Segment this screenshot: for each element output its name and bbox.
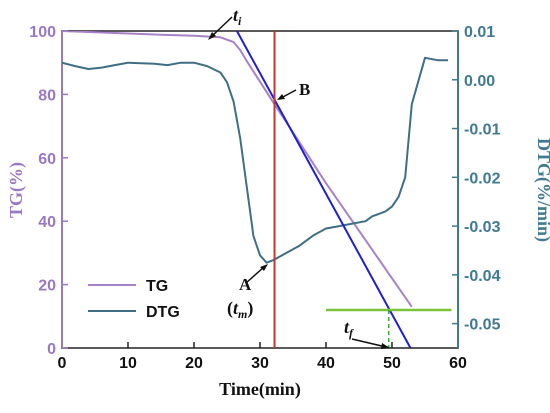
left-tick-label: 20 (38, 278, 56, 295)
b-arrow-head (277, 94, 285, 100)
tf-sub: f (349, 326, 354, 340)
x-tick-label: 30 (251, 355, 269, 372)
tm-sub: m (238, 307, 247, 321)
x-tick-label: 20 (185, 355, 203, 372)
plot-frame (61, 30, 459, 349)
left-axis-title: TG(%) (6, 162, 27, 218)
reference-lines (236, 31, 452, 348)
tf-label: tf (344, 317, 354, 340)
x-tick-label: 60 (449, 355, 467, 372)
x-axis-ticks: 0 10 20 30 40 50 60 (58, 342, 467, 372)
tm-open: ( (227, 298, 233, 319)
x-tick-label: 50 (383, 355, 401, 372)
a-arrow-head (260, 264, 268, 271)
right-tick-label: -0.02 (464, 170, 501, 187)
x-tick-label: 40 (317, 355, 335, 372)
series-tg-line (62, 31, 413, 308)
tm-label: (tm) (227, 298, 253, 321)
right-tick-label: 0.01 (464, 24, 495, 41)
a-label: A (239, 275, 252, 294)
series-layer (62, 31, 449, 308)
ti-sub: i (238, 14, 242, 28)
annotations: ti B A (tm) tf (208, 5, 390, 349)
right-tick-label: -0.05 (464, 317, 501, 334)
tf-base: t (344, 317, 350, 337)
tf-arrow (351, 338, 387, 348)
right-axis-title: DTG(%/min) (533, 138, 550, 242)
x-tick-label: 10 (119, 355, 137, 372)
right-tick-label: 0.00 (464, 73, 495, 90)
legend-tg-label: TG (146, 278, 168, 295)
right-tick-label: -0.03 (464, 219, 501, 236)
ti-base: t (233, 5, 239, 25)
b-label: B (299, 80, 310, 99)
left-tick-label: 0 (47, 341, 56, 358)
left-tick-label: 100 (29, 24, 56, 41)
x-tick-label: 0 (58, 355, 67, 372)
ti-arrow (210, 16, 233, 38)
series-dtg-line (62, 56, 449, 264)
tm-close: ) (247, 298, 253, 319)
right-tick-label: -0.01 (464, 122, 501, 139)
tangent-line (236, 31, 412, 348)
tf-arrow-head (381, 343, 390, 349)
ti-label: ti (233, 5, 242, 28)
legend: TG DTG (88, 278, 180, 321)
left-tick-label: 60 (38, 151, 56, 168)
x-axis-title: Time(min) (219, 379, 301, 400)
legend-dtg-label: DTG (146, 304, 180, 321)
left-tick-label: 40 (38, 214, 56, 231)
left-tick-label: 80 (38, 87, 56, 104)
a-arrow (245, 266, 265, 284)
right-axis-ticks: 0.01 0.00 -0.01 -0.02 -0.03 -0.04 -0.05 (452, 24, 501, 334)
tm-base: t (233, 298, 239, 318)
right-tick-label: -0.04 (464, 268, 501, 285)
ti-arrow-head (208, 32, 216, 40)
